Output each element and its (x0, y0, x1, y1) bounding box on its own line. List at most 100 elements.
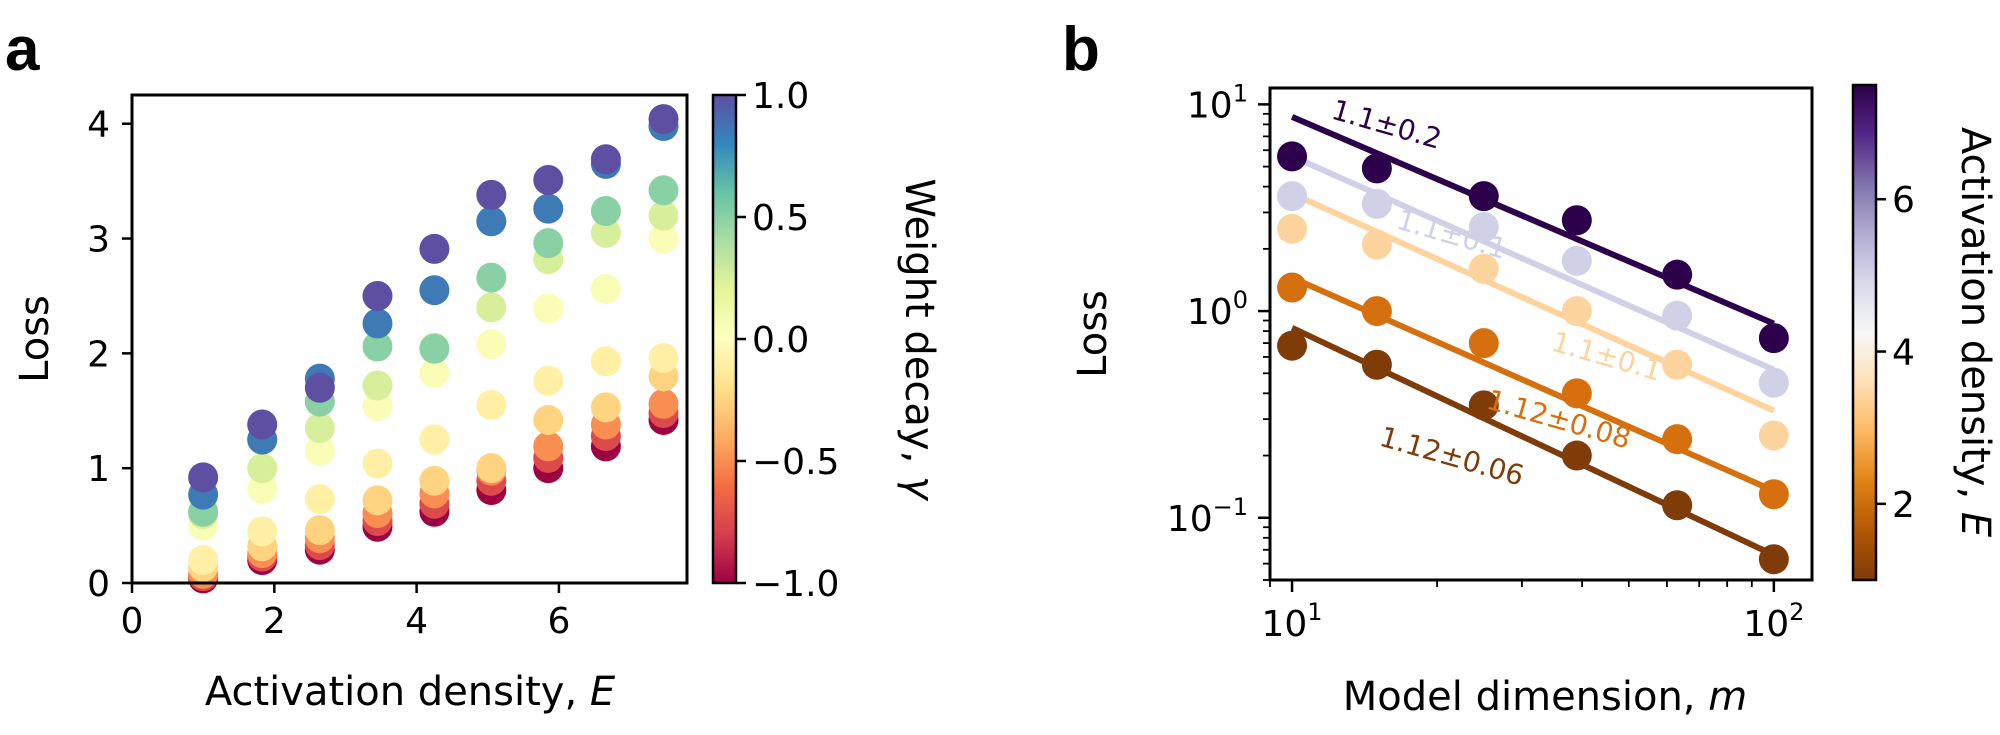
panel-a-point (648, 223, 679, 254)
panel-a-point (648, 104, 679, 135)
panel-a-point (590, 144, 621, 175)
panel-a-x-tick-label: 6 (547, 601, 570, 642)
panel-a-y-tick-label: 3 (87, 220, 110, 261)
panel-b-colorbar-label: Activation density, E (1952, 127, 1998, 538)
panel-a-point (419, 424, 450, 455)
panel-a-point (362, 308, 393, 339)
panel-a-point (533, 431, 564, 462)
panel-a-point (304, 515, 335, 546)
panel-b-colorbar-tick-label: 4 (1892, 333, 1915, 374)
panel-a-colorbar-label: Weight decay, γ (896, 178, 942, 502)
panel-a-colorbar-tick-label: 0.5 (752, 198, 809, 239)
panel-b-fit-label: 1.1±0.1 (1393, 203, 1510, 266)
panel-b-x-axis-label: Model dimension, m (1343, 674, 1747, 720)
panel-b-fit-line (1290, 153, 1776, 373)
panel-a-colorbar-tick-label: 0.0 (752, 320, 809, 361)
panel-a-label: a (5, 15, 40, 84)
panel-a-y-tick-label: 0 (87, 564, 110, 605)
panel-a-point (476, 179, 507, 210)
panel-b-y-tick-label: 100 (1187, 286, 1248, 333)
panel-a-colorbar-tick-label: −1.0 (752, 564, 839, 605)
panel-a-point (419, 357, 450, 388)
panel-a-point (419, 275, 450, 306)
panel-b-point (1361, 188, 1392, 219)
panel-a-point (533, 228, 564, 259)
panel-a-point (362, 331, 393, 362)
panel-b-x-ticks: 101 102 (1261, 580, 1804, 645)
panel-a-point (476, 292, 507, 323)
panel-a-point (476, 329, 507, 360)
panel-b-colorbar-tick-label: 2 (1892, 485, 1915, 526)
panel-a-point (247, 473, 278, 504)
panel-a-point (188, 545, 219, 576)
panel-b-point (1758, 323, 1789, 354)
panel-b-plot-frame (1268, 86, 1814, 582)
panel-a-x-ticks: 0 2 4 6 (121, 583, 570, 642)
panel-a-point (648, 175, 679, 206)
panel-b-point (1277, 330, 1308, 361)
panel-b-point (1468, 328, 1499, 359)
panel-a-point (533, 193, 564, 224)
panel-b-point (1758, 420, 1789, 451)
panel-b-y-ticks: 10−1 100 101 (1167, 79, 1270, 581)
panel-b-points (1277, 141, 1789, 575)
panel-a-y-axis-label: Loss (12, 295, 58, 383)
panel-a-point (247, 516, 278, 547)
panel-a-plot-frame (130, 93, 689, 585)
panel-b-point (1361, 296, 1392, 327)
panel-a-point (590, 392, 621, 423)
panel-b-point (1561, 440, 1592, 471)
panel-b: b 1.1±0.21.1±0.11.1±0.11.12±0.081.12±0.0… (1062, 15, 1998, 720)
panel-b-x-tick-label: 102 (1743, 598, 1804, 645)
panel-a-colorbar-ticks: −1.0 −0.5 0.0 0.5 1.0 (736, 76, 839, 605)
panel-b-colorbar (1851, 83, 1878, 582)
panel-a-x-tick-label: 4 (405, 601, 428, 642)
panel-b-point (1662, 424, 1693, 455)
panel-b-point (1468, 181, 1499, 212)
panel-a-y-tick-label: 2 (87, 334, 110, 375)
panel-b-fit-lines (1290, 114, 1776, 558)
panel-a-colorbar (711, 93, 738, 585)
panel-b-point (1758, 367, 1789, 398)
panel-a-colorbar-tick-label: 1.0 (752, 76, 809, 117)
panel-b-point (1758, 544, 1789, 575)
panel-a-point (476, 453, 507, 484)
panel-a-point (476, 390, 507, 421)
panel-b-point (1277, 141, 1308, 172)
panel-b-point (1361, 349, 1392, 380)
panel-a-point (590, 217, 621, 248)
panel-a-point (590, 346, 621, 377)
panel-b-point (1662, 259, 1693, 290)
panel-a-point (304, 435, 335, 466)
panel-b-point (1277, 213, 1308, 244)
panel-a-point (419, 465, 450, 496)
panel-b-point (1468, 253, 1499, 284)
panel-a-point (648, 342, 679, 373)
panel-a-point (304, 484, 335, 515)
panel-b-point (1662, 300, 1693, 331)
panel-a-x-tick-label: 0 (121, 601, 144, 642)
panel-b-point (1561, 245, 1592, 276)
panel-b-point (1468, 212, 1499, 243)
panel-b-fit-line (1290, 190, 1776, 414)
panel-b-label: b (1062, 15, 1100, 84)
panel-a-point (247, 409, 278, 440)
panel-b-fit-line (1290, 114, 1776, 327)
panel-a-point (590, 274, 621, 305)
panel-b-colorbar-ticks: 2 4 6 (1876, 180, 1915, 526)
panel-a-point (419, 233, 450, 264)
panel-b-point (1468, 390, 1499, 421)
panel-a-point (533, 293, 564, 324)
panel-b-point (1277, 272, 1308, 303)
panel-a-point (648, 200, 679, 231)
panel-a-point (247, 453, 278, 484)
panel-b-point (1758, 479, 1789, 510)
panel-b-point (1277, 181, 1308, 212)
panel-a-point (476, 206, 507, 237)
panel-b-y-tick-label: 10−1 (1167, 493, 1248, 540)
panel-a-point (533, 365, 564, 396)
panel-a-y-tick-label: 4 (87, 105, 110, 146)
panel-a-point (304, 372, 335, 403)
